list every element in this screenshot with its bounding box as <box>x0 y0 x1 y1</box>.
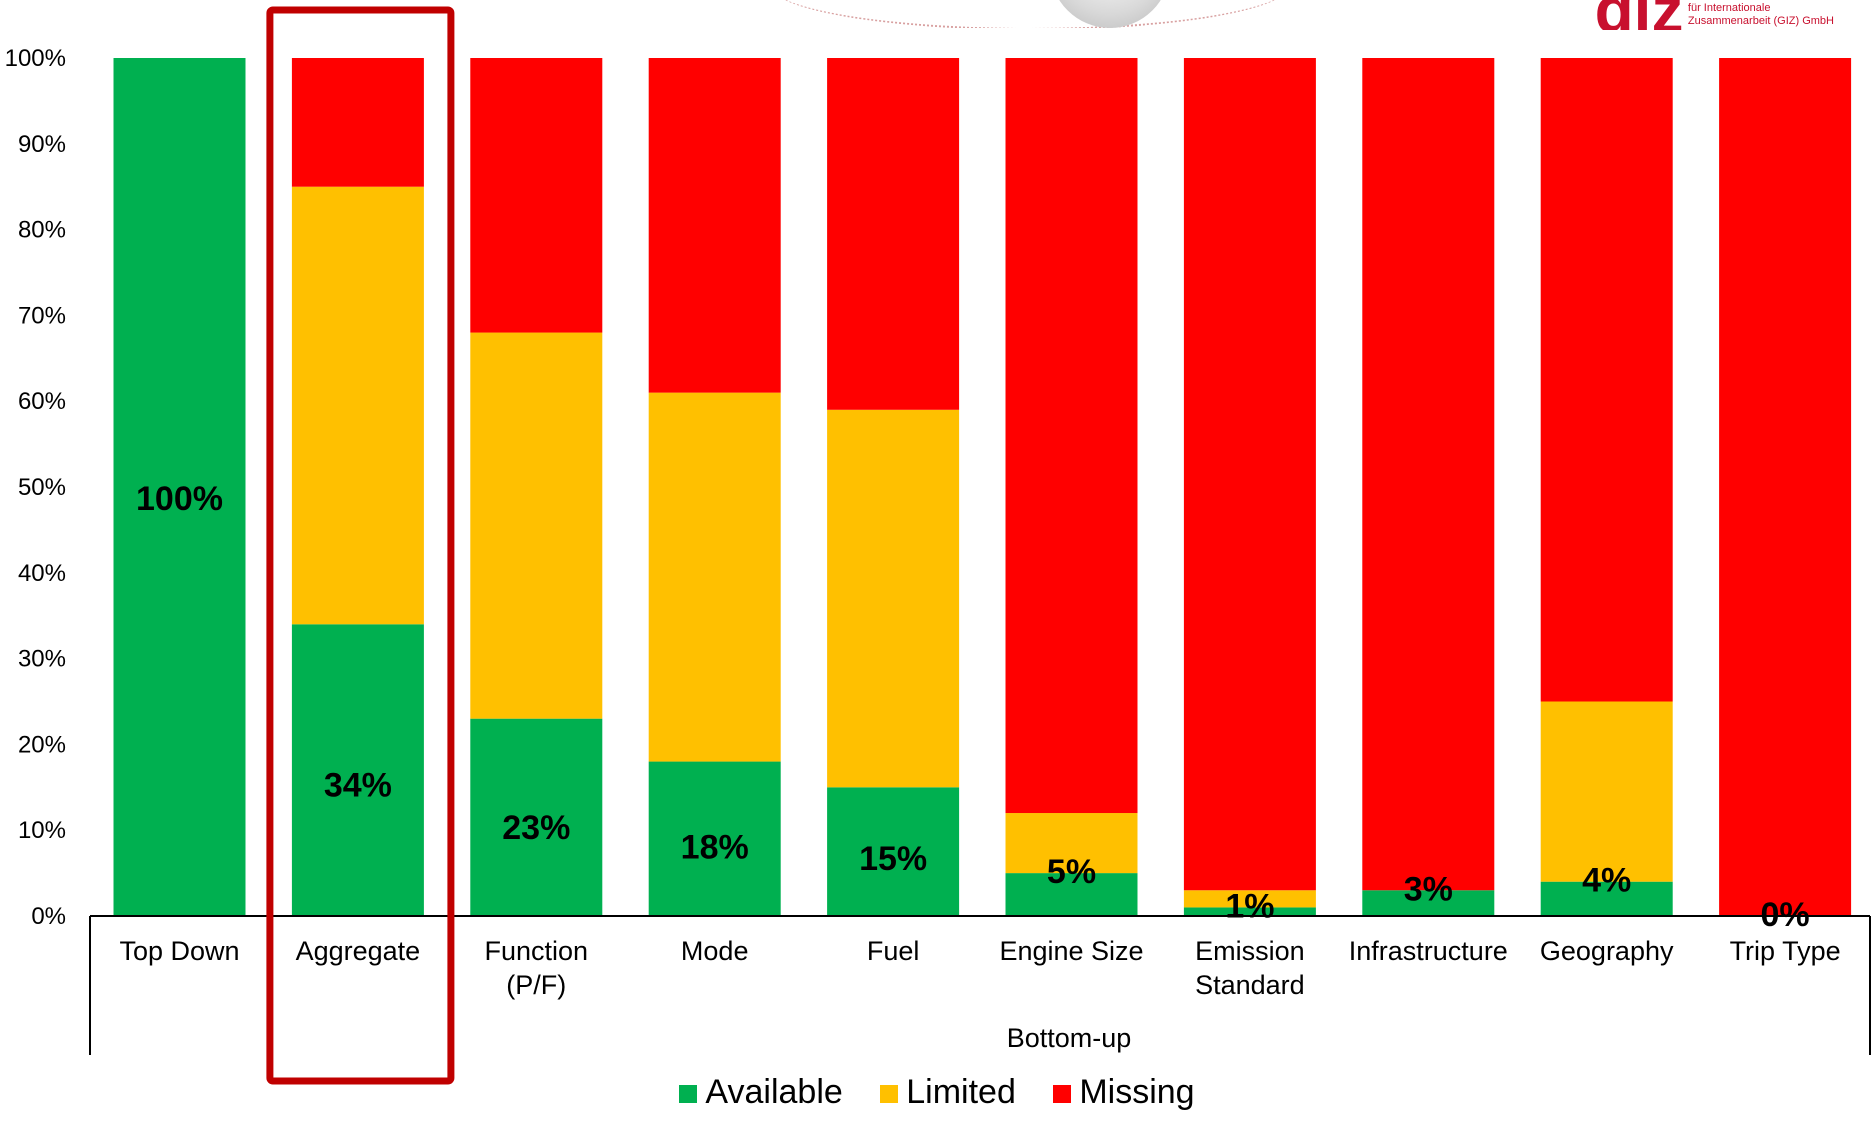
data-label: 1% <box>1225 887 1274 925</box>
legend-label-available: Available <box>705 1073 843 1111</box>
legend-label-missing: Missing <box>1079 1073 1195 1111</box>
x-tick-label: Function (P/F) <box>485 936 589 1000</box>
bar-limited <box>1183 890 1316 908</box>
logo-text: giz <box>1595 0 1684 30</box>
legend-item-missing: Missing <box>1053 1073 1195 1112</box>
x-tick-label: Engine Size <box>999 936 1143 966</box>
legend-swatch-missing <box>1053 1085 1072 1104</box>
x-tick-label: Infrastructure <box>1349 936 1508 966</box>
bar-available <box>113 58 246 916</box>
logo-subtitle-line: Zusammenarbeit (GIZ) GmbH <box>1687 15 1834 27</box>
bar-missing <box>1719 58 1852 916</box>
y-tick-label: 10% <box>18 817 66 844</box>
y-tick-label: 50% <box>18 474 66 501</box>
x-tick-label: Fuel <box>867 936 920 966</box>
bar-missing <box>1362 58 1495 891</box>
y-tick-label: 100% <box>5 45 66 72</box>
x-tick-label: Geography <box>1540 936 1674 966</box>
data-label: 5% <box>1047 853 1096 891</box>
x-tick-label: Top Down <box>119 936 239 966</box>
bar-limited <box>470 332 603 719</box>
bar-limited <box>648 392 781 762</box>
data-label: 0% <box>1761 896 1810 934</box>
x-tick-label: Aggregate <box>296 936 421 966</box>
bar-available <box>291 624 424 916</box>
bar-missing <box>1005 58 1138 814</box>
legend-label-limited: Limited <box>906 1073 1016 1111</box>
y-tick-label: 60% <box>18 388 66 415</box>
bar-available <box>648 761 781 916</box>
bar-missing <box>1183 58 1316 891</box>
data-label: 34% <box>324 767 392 805</box>
y-tick-label: 30% <box>18 646 66 673</box>
legend-item-available: Available <box>679 1073 843 1112</box>
data-label: 18% <box>681 829 749 867</box>
x-tick-label: Mode <box>681 936 749 966</box>
logo-subtitle-line: für Internationale <box>1687 2 1771 14</box>
bar-missing <box>827 58 960 410</box>
bar-available <box>470 718 603 916</box>
bar-missing <box>648 58 781 393</box>
y-tick-label: 90% <box>18 131 66 158</box>
y-tick-label: 40% <box>18 560 66 587</box>
bar-available <box>1362 890 1495 916</box>
bar-limited <box>1540 701 1673 882</box>
bar-available <box>827 787 960 916</box>
bar-limited <box>1005 813 1138 874</box>
legend-item-limited: Limited <box>880 1073 1016 1112</box>
bar-limited <box>291 186 424 625</box>
bar-available <box>1005 873 1138 916</box>
highlight-box <box>266 6 455 1085</box>
logo-subtitle: für Internationale Zusammenarbeit (GIZ) … <box>1688 2 1834 28</box>
bar-limited <box>827 409 960 788</box>
x-tick-label: Emission Standard <box>1195 936 1305 1000</box>
y-tick-label: 70% <box>18 302 66 329</box>
legend-swatch-limited <box>880 1085 899 1104</box>
giz-logo: giz für Internationale Zusammenarbeit (G… <box>1595 0 1834 30</box>
data-label: 4% <box>1582 862 1631 900</box>
legend: Available Limited Missing <box>0 1073 1874 1112</box>
y-tick-label: 20% <box>18 731 66 758</box>
y-tick-label: 0% <box>31 903 66 930</box>
bar-missing <box>470 58 603 333</box>
data-label: 15% <box>859 840 927 878</box>
x-group-label: Bottom-up <box>1007 1023 1132 1053</box>
data-label: 3% <box>1404 870 1453 908</box>
data-label: 100% <box>136 480 223 518</box>
globe-image <box>770 0 1290 28</box>
bar-missing <box>1540 58 1673 702</box>
x-tick-label: Trip Type <box>1730 936 1841 966</box>
bar-missing <box>291 58 424 187</box>
legend-swatch-available <box>679 1085 698 1104</box>
y-tick-label: 80% <box>18 217 66 244</box>
bar-available <box>1183 907 1316 916</box>
bar-available <box>1540 881 1673 916</box>
data-label: 23% <box>502 809 570 847</box>
